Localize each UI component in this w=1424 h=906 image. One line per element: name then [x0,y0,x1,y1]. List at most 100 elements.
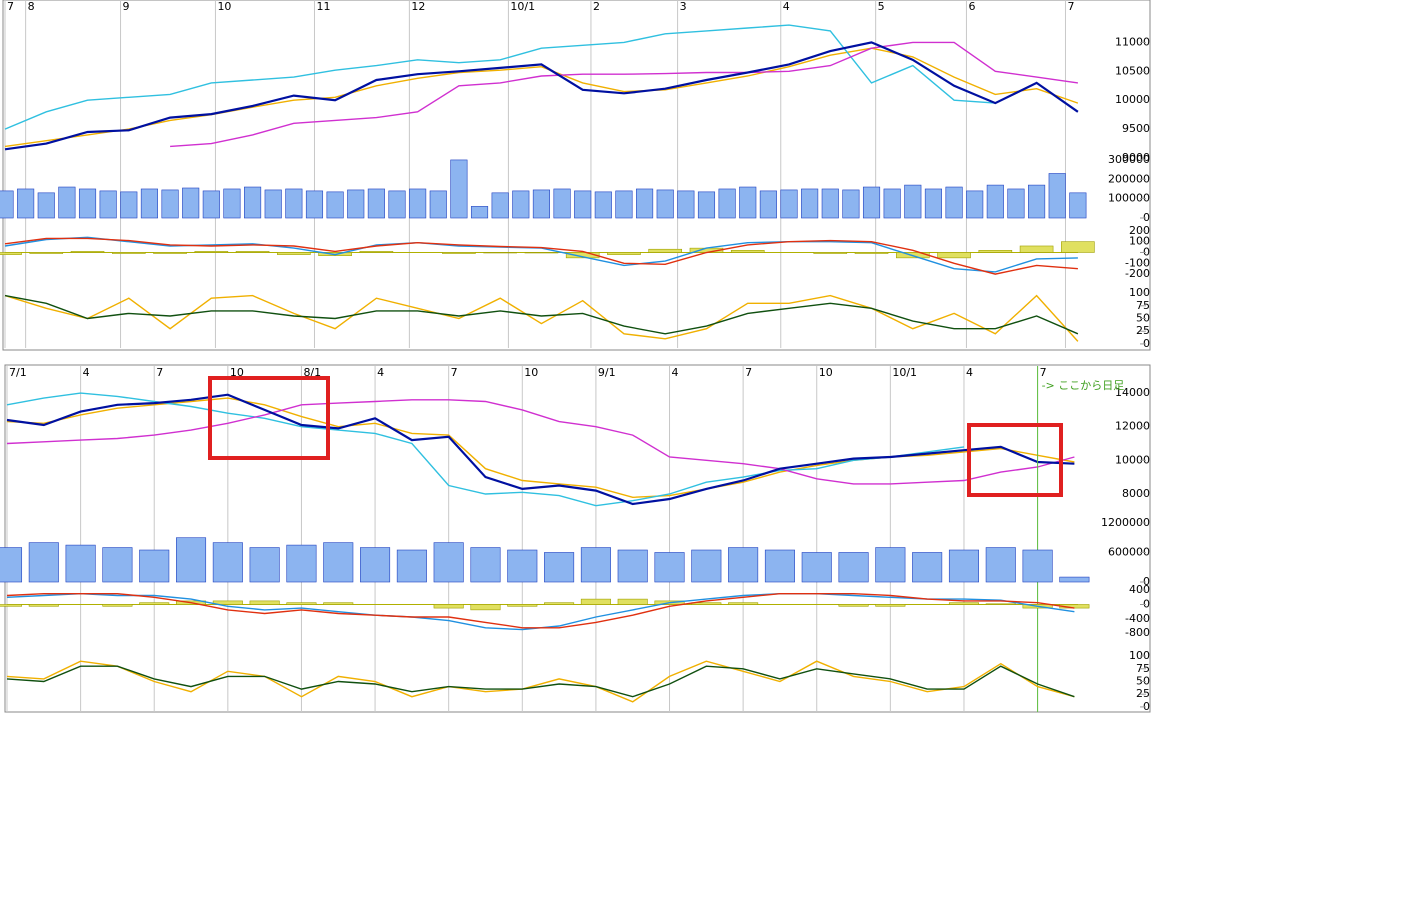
bar [1069,192,1087,219]
bar [718,188,736,219]
bar [202,190,220,219]
y-tick-label: 1200000 [1101,516,1150,529]
bar [0,190,14,219]
x-tick-label: 11 [316,0,330,13]
x-tick-label: 10/1 [510,0,535,13]
bottom-frame [4,364,1151,713]
bar [801,552,832,583]
indicator-line [4,294,1079,342]
y-tick-label: 10500 [1115,64,1150,77]
bar [470,547,501,583]
bar [594,191,612,219]
bar [102,547,133,583]
bar [966,190,984,219]
x-tick-label: 7 [745,366,752,379]
bar [1028,184,1046,219]
annotation: -> ここから日足 [1042,379,1125,392]
bar [904,184,922,219]
y-tick-label: 100 [1129,649,1150,662]
y-tick-label: 8000 [1122,487,1150,500]
x-tick-label: 9/1 [598,366,616,379]
bar [120,191,138,219]
bar [409,188,427,219]
y-tick-label: 10000 [1115,453,1150,466]
bar [286,544,317,583]
top-frame [2,0,1151,351]
bar [470,604,501,611]
indicator-line [6,660,1075,703]
bar [838,552,869,583]
x-tick-label: 4 [966,366,973,379]
indicator-line [4,237,1078,275]
bar [883,188,901,219]
bar [65,544,96,583]
indicator-line [6,392,965,507]
bar [1019,245,1054,253]
bar [429,190,447,219]
bar [739,186,757,219]
bar [544,602,575,605]
bar [29,252,64,254]
y-tick-label: 12000 [1115,420,1150,433]
bar [396,549,427,583]
bar [656,189,674,219]
bar [948,602,979,605]
y-tick-label: -200 [1125,267,1150,280]
bar [580,547,611,583]
x-tick-label: 10 [524,366,538,379]
bar [813,252,848,254]
bar [37,192,55,219]
x-tick-label: 9 [123,0,130,13]
x-tick-label: 3 [680,0,687,13]
x-tick-label: 4 [377,366,384,379]
bar [948,549,979,583]
bar [277,252,311,255]
bar [99,190,117,219]
bar [388,190,406,219]
bar [433,542,464,583]
y-tick-label: 10000 [1115,93,1150,106]
bar [442,252,476,254]
x-tick-label: 4 [83,366,90,379]
bar [153,252,187,254]
bar [347,189,365,219]
bar [223,188,241,219]
x-tick-label: 2 [593,0,600,13]
y-tick-label: 0 [1143,597,1150,610]
y-tick-label: 9500 [1122,122,1150,135]
bar [691,549,722,583]
x-tick-label: 6 [968,0,975,13]
indicator-line [170,41,1078,148]
y-tick-label: 300000 [1108,153,1150,166]
bar [862,186,881,219]
bar [58,186,76,219]
bar [78,188,97,219]
price-line [6,393,1075,506]
bar [985,603,1016,605]
bar [617,598,648,605]
bar [677,190,695,219]
y-tick-label: 0 [1143,575,1150,588]
bar [842,189,860,219]
bar [730,250,765,253]
bar [450,159,468,219]
bar [759,190,777,219]
bar [978,250,1013,253]
bar [636,188,654,219]
bar [491,192,509,219]
y-tick-label: 200 [1129,224,1150,237]
bar [286,602,317,605]
bar [470,206,489,219]
bar [617,549,648,583]
indicator-line [6,399,1075,485]
y-tick-label: 0 [1143,337,1150,350]
bar [607,252,641,255]
x-tick-label: 7 [1040,366,1047,379]
bar [854,252,889,254]
bar [648,248,683,253]
bar [212,600,243,605]
x-tick-label: 12 [411,0,425,13]
